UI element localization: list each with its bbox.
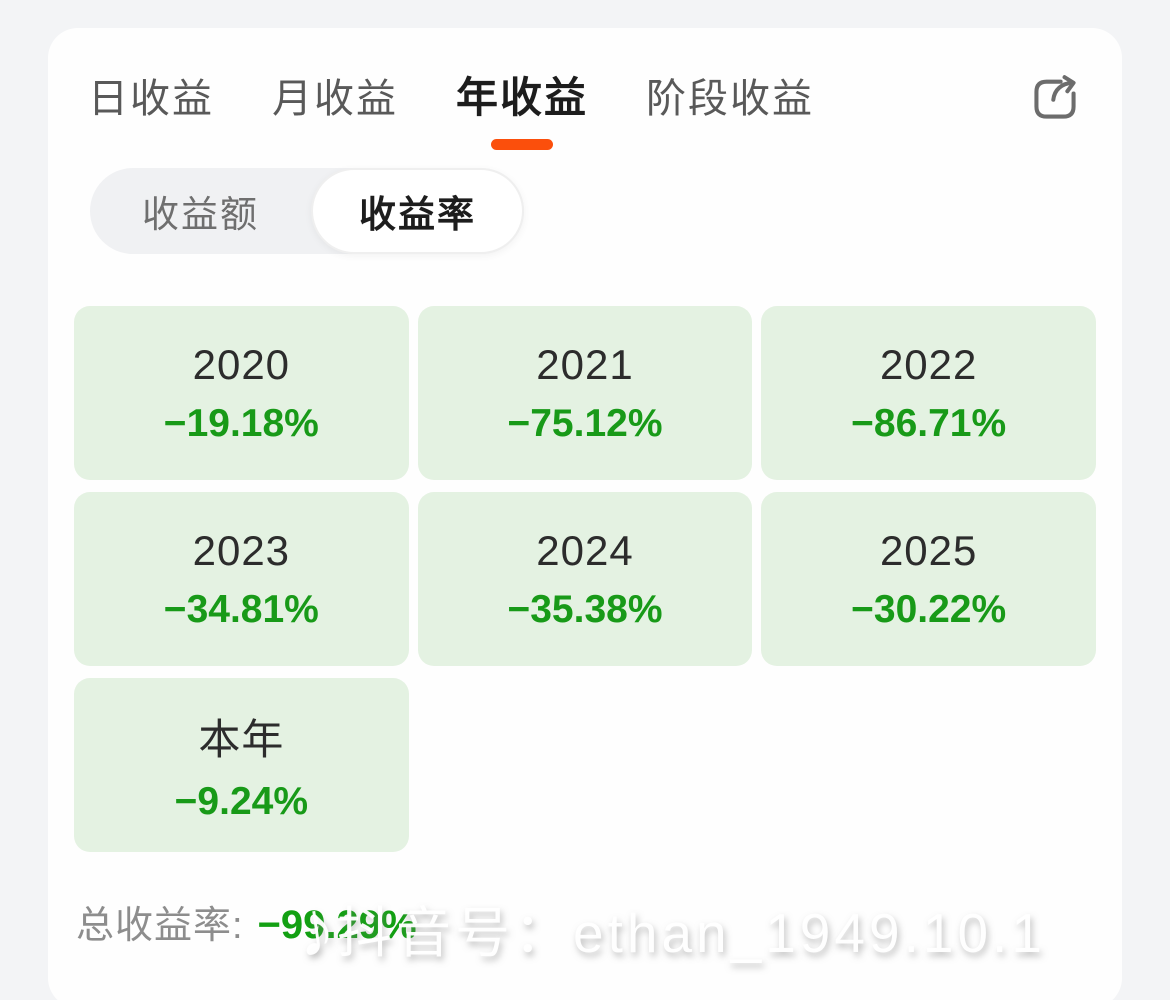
tab-yearly-returns[interactable]: 年收益 bbox=[456, 74, 588, 154]
tab-period-returns[interactable]: 阶段收益 bbox=[646, 77, 815, 121]
card-year-label: 2025 bbox=[879, 526, 978, 574]
card-return-value: −35.38% bbox=[507, 587, 663, 631]
card-year-label: 2024 bbox=[536, 526, 634, 574]
card-year-label: 本年 bbox=[198, 716, 285, 763]
card-return-value: −86.71% bbox=[851, 401, 1007, 445]
year-card-2021: 2021 −75.12% bbox=[417, 306, 753, 480]
year-card-current: 本年 −9.24% bbox=[74, 678, 409, 852]
total-return-value: −99.29% bbox=[257, 903, 417, 947]
card-year-label: 2023 bbox=[192, 526, 291, 574]
year-cards-grid: 2020 −19.18% 2021 −75.12% 2022 −86.71% 2… bbox=[74, 306, 1096, 852]
card-return-value: −34.81% bbox=[163, 587, 319, 631]
card-return-value: −75.12% bbox=[507, 401, 663, 445]
toggle-return-amount[interactable]: 收益额 bbox=[142, 194, 259, 235]
toggle-return-rate[interactable]: 收益率 bbox=[311, 168, 524, 254]
total-return-summary: 总收益率: −99.29% bbox=[48, 894, 1122, 949]
tab-daily-returns[interactable]: 日收益 bbox=[88, 77, 214, 121]
year-card-2023: 2023 −34.81% bbox=[74, 492, 409, 666]
card-year-label: 2020 bbox=[192, 340, 291, 388]
tab-bar: 日收益 月收益 年收益 阶段收益 bbox=[48, 28, 1122, 154]
year-card-2022: 2022 −86.71% bbox=[761, 306, 1096, 480]
tab-monthly-returns[interactable]: 月收益 bbox=[272, 77, 398, 121]
year-card-2024: 2024 −35.38% bbox=[417, 492, 753, 666]
return-type-toggle: 收益额 收益率 bbox=[90, 168, 524, 254]
card-return-value: −30.22% bbox=[851, 587, 1007, 631]
share-icon bbox=[1034, 75, 1076, 119]
returns-panel: 日收益 月收益 年收益 阶段收益 收益额 收益率 2020 −19.18% 20… bbox=[48, 28, 1122, 1000]
card-return-value: −19.18% bbox=[163, 401, 319, 445]
card-return-value: −9.24% bbox=[174, 780, 308, 823]
share-button[interactable] bbox=[1028, 70, 1082, 126]
year-card-2025: 2025 −30.22% bbox=[761, 492, 1096, 666]
total-return-label: 总收益率: bbox=[76, 905, 244, 947]
cards-area: 2020 −19.18% 2021 −75.12% 2022 −86.71% 2… bbox=[48, 306, 1122, 852]
card-year-label: 2021 bbox=[536, 340, 634, 388]
year-card-2020: 2020 −19.18% bbox=[74, 306, 409, 480]
card-year-label: 2022 bbox=[879, 340, 978, 388]
